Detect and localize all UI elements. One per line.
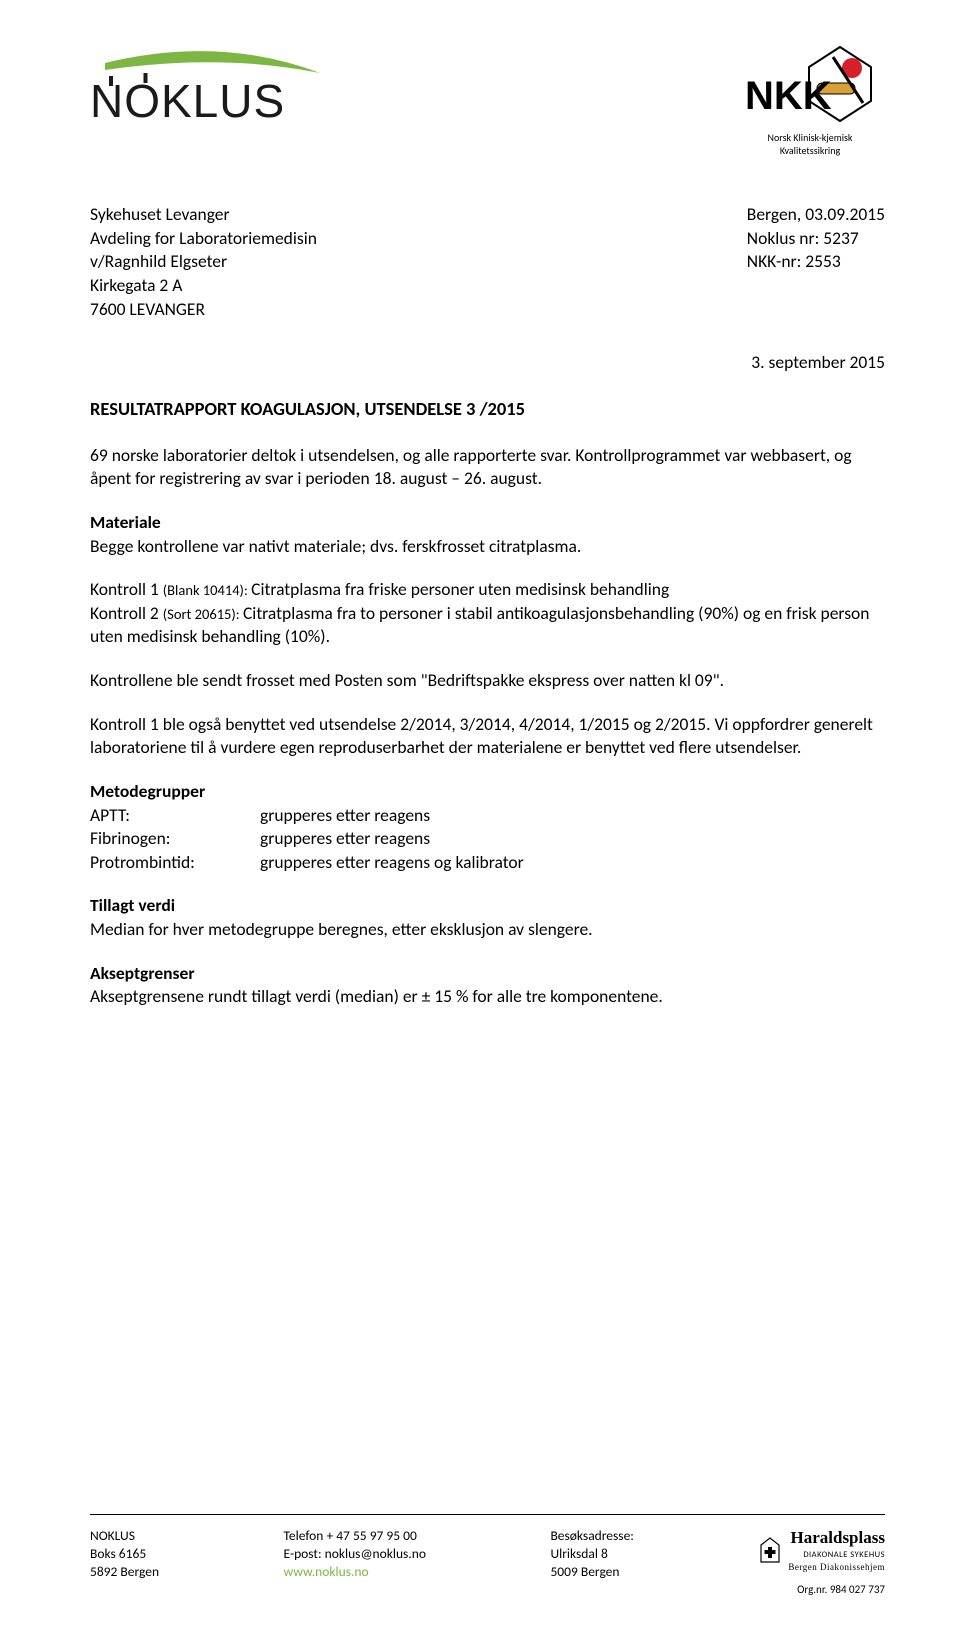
footer-text: 5892 Bergen: [90, 1563, 159, 1581]
page-footer: NOKLUS Boks 6165 5892 Bergen Telefon + 4…: [90, 1514, 885, 1598]
intro-paragraph: 69 norske laboratorier deltok i utsendel…: [90, 444, 885, 491]
footer-text: Besøksadresse:: [550, 1527, 633, 1545]
kontroll1-rest: Citratplasma fra friske personer uten me…: [251, 578, 669, 600]
meta-noklus-nr: Noklus nr: 5237: [747, 227, 885, 251]
hp-name: Haraldsplass: [788, 1527, 885, 1550]
method-name: Protrombintid:: [90, 851, 260, 875]
recipient-line: v/Ragnhild Elgseter: [90, 250, 317, 274]
svg-text:NKK: NKK: [745, 74, 832, 118]
footer-text: Ulriksdal 8: [550, 1545, 633, 1563]
method-row: Protrombintid: grupperes etter reagens o…: [90, 851, 885, 875]
aksept-body: Akseptgrensene rundt tillagt verdi (medi…: [90, 985, 663, 1007]
meta-date: Bergen, 03.09.2015: [747, 203, 885, 227]
nkk-logo: NKK Norsk Klinisk-kjemisk Kvalitetssikri…: [735, 45, 885, 165]
document-meta: Bergen, 03.09.2015 Noklus nr: 5237 NKK-n…: [747, 203, 885, 321]
reuse-paragraph: Kontroll 1 ble også benyttet ved utsende…: [90, 713, 885, 760]
method-name: Fibrinogen:: [90, 827, 260, 851]
haraldsplass-icon: [758, 1535, 782, 1565]
methods-table: APTT: grupperes etter reagens Fibrinogen…: [90, 804, 885, 875]
kontroll-section: Kontroll 1 (Blank 10414): Citratplasma f…: [90, 578, 885, 649]
header-logos: NOKLUS NKK Norsk Klinisk-kjemisk Kvalite…: [90, 45, 885, 165]
hp-sub1: DIAKONALE SYKEHUS: [788, 1550, 885, 1561]
hp-sub2: Bergen Diakonissehjem: [788, 1561, 885, 1573]
recipient-line: Avdeling for Laboratoriemedisin: [90, 227, 317, 251]
tillagt-heading: Tillagt verdi: [90, 894, 175, 916]
shipping-paragraph: Kontrollene ble sendt frosset med Posten…: [90, 669, 885, 693]
method-desc: grupperes etter reagens: [260, 804, 430, 828]
materiale-body: Begge kontrollene var nativt materiale; …: [90, 535, 581, 557]
method-row: Fibrinogen: grupperes etter reagens: [90, 827, 885, 851]
footer-text: E-post: noklus@noklus.no: [284, 1545, 426, 1563]
footer-link: www.noklus.no: [284, 1563, 426, 1581]
methods-section: Metodegrupper APTT: grupperes etter reag…: [90, 780, 885, 875]
materiale-section: Materiale Begge kontrollene var nativt m…: [90, 511, 885, 558]
method-row: APTT: grupperes etter reagens: [90, 804, 885, 828]
footer-text: NOKLUS: [90, 1527, 159, 1545]
date-line: 3. september 2015: [90, 351, 885, 375]
method-desc: grupperes etter reagens og kalibrator: [260, 851, 524, 875]
methods-heading: Metodegrupper: [90, 780, 885, 804]
kontroll1-small: (Blank 10414):: [163, 581, 251, 599]
document-title: RESULTATRAPPORT KOAGULASJON, UTSENDELSE …: [90, 397, 885, 422]
kontroll2-label: Kontroll 2: [90, 602, 163, 624]
nkk-subtitle-2: Kvalitetssikring: [735, 145, 885, 156]
footer-col-4: Haraldsplass DIAKONALE SYKEHUS Bergen Di…: [758, 1527, 885, 1598]
method-desc: grupperes etter reagens: [260, 827, 430, 851]
svg-text:NOKLUS: NOKLUS: [90, 75, 285, 127]
org-nr: Org.nr. 984 027 737: [758, 1583, 885, 1598]
footer-col-1: NOKLUS Boks 6165 5892 Bergen: [90, 1527, 159, 1598]
kontroll2-small: (Sort 20615):: [163, 605, 243, 623]
noklus-logo: NOKLUS: [90, 45, 370, 137]
materiale-heading: Materiale: [90, 511, 161, 533]
aksept-section: Akseptgrenser Akseptgrensene rundt tilla…: [90, 962, 885, 1009]
tillagt-body: Median for hver metodegruppe beregnes, e…: [90, 918, 593, 940]
method-name: APTT:: [90, 804, 260, 828]
recipient-address: Sykehuset Levanger Avdeling for Laborato…: [90, 203, 317, 321]
recipient-line: Kirkegata 2 A: [90, 274, 317, 298]
footer-text: 5009 Bergen: [550, 1563, 633, 1581]
footer-text: Telefon + 47 55 97 95 00: [284, 1527, 426, 1545]
tillagt-section: Tillagt verdi Median for hver metodegrup…: [90, 894, 885, 941]
kontroll1-label: Kontroll 1: [90, 578, 163, 600]
footer-text: Boks 6165: [90, 1545, 159, 1563]
recipient-line: 7600 LEVANGER: [90, 298, 317, 322]
aksept-heading: Akseptgrenser: [90, 962, 195, 984]
meta-nkk-nr: NKK-nr: 2553: [747, 250, 885, 274]
address-block: Sykehuset Levanger Avdeling for Laborato…: [90, 203, 885, 321]
nkk-subtitle-1: Norsk Klinisk-kjemisk: [735, 132, 885, 143]
recipient-line: Sykehuset Levanger: [90, 203, 317, 227]
footer-col-2: Telefon + 47 55 97 95 00 E-post: noklus@…: [284, 1527, 426, 1598]
footer-col-3: Besøksadresse: Ulriksdal 8 5009 Bergen: [550, 1527, 633, 1598]
